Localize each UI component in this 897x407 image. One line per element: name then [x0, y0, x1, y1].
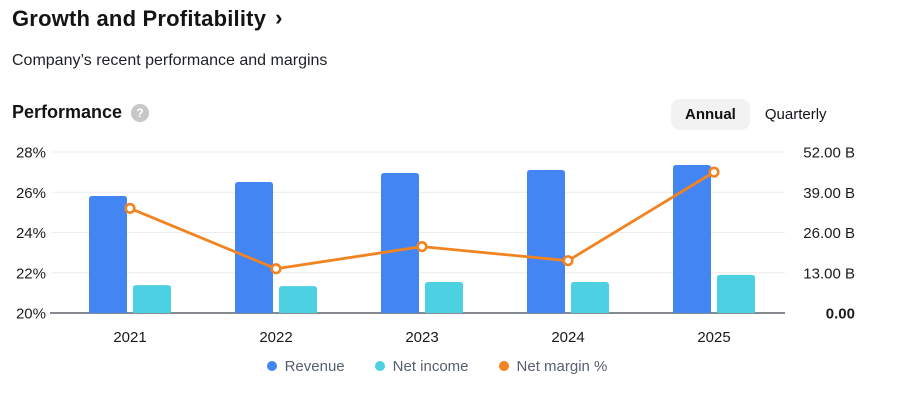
net-income-bar	[279, 286, 317, 313]
section-title: Performance	[12, 102, 123, 122]
net-income-bar	[425, 282, 463, 313]
net-margin-marker	[562, 255, 574, 267]
legend-item-net-income[interactable]: Net income	[374, 357, 469, 375]
net-income-bar	[571, 282, 609, 313]
net-income-bar	[133, 285, 171, 313]
chart-legend: Revenue Net income Net margin %	[0, 355, 874, 377]
legend-item-revenue[interactable]: Revenue	[266, 357, 345, 375]
right-axis-labels: 52.00 B 39.00 B 26.00 B 13.00 B 0.00	[803, 145, 855, 323]
svg-text:24%: 24%	[16, 225, 46, 242]
svg-text:39.00 B: 39.00 B	[803, 185, 855, 202]
net-margin-marker	[708, 166, 720, 178]
left-axis-labels: 28% 26% 24% 22% 20%	[16, 145, 46, 323]
svg-text:22%: 22%	[16, 265, 46, 282]
revenue-bar	[673, 165, 711, 313]
svg-text:26%: 26%	[16, 185, 46, 202]
performance-section-header: Performance ?	[12, 102, 150, 123]
revenue-bars	[89, 165, 711, 313]
quarterly-toggle-button[interactable]: Quarterly	[763, 99, 829, 130]
x-axis-labels: 2021 2022 2023 2024 2025	[113, 329, 730, 346]
revenue-bar	[527, 169, 565, 313]
svg-text:20%: 20%	[16, 306, 46, 323]
svg-text:0.00: 0.00	[826, 306, 855, 323]
chevron-right-icon: ›	[275, 5, 283, 30]
svg-text:2025: 2025	[697, 329, 730, 346]
net-income-bars	[133, 274, 755, 313]
net-margin-markers	[124, 166, 720, 275]
net-margin-marker	[124, 202, 136, 214]
page-title[interactable]: Growth and Profitability ›	[12, 5, 283, 32]
svg-text:2021: 2021	[113, 329, 146, 346]
svg-text:26.00 B: 26.00 B	[803, 225, 855, 242]
revenue-bar	[381, 173, 419, 313]
svg-text:52.00 B: 52.00 B	[803, 145, 855, 162]
revenue-bar	[89, 195, 127, 313]
svg-text:2022: 2022	[259, 329, 292, 346]
svg-text:13.00 B: 13.00 B	[803, 265, 855, 282]
net-margin-line	[128, 170, 716, 271]
net-income-dot-icon	[374, 361, 385, 371]
net-margin-marker	[270, 263, 282, 275]
net-margin-dot-icon	[498, 361, 509, 371]
revenue-dot-icon	[266, 361, 277, 371]
annual-toggle-button[interactable]: Annual	[671, 99, 750, 130]
net-margin-marker	[416, 240, 428, 253]
legend-label-revenue: Revenue	[284, 357, 345, 375]
help-icon[interactable]: ?	[131, 103, 150, 122]
svg-text:28%: 28%	[16, 145, 46, 162]
page-subtitle: Company’s recent performance and margins	[12, 52, 328, 69]
legend-item-net-margin[interactable]: Net margin %	[498, 357, 608, 375]
page-title-text: Growth and Profitability	[12, 6, 267, 31]
period-toggle: Annual Quarterly	[671, 99, 829, 130]
svg-text:2023: 2023	[405, 329, 438, 346]
performance-combo-chart: 28% 26% 24% 22% 20% 52.00 B 39.00 B 26.00 B 13.0…	[16, 145, 855, 347]
svg-text:2024: 2024	[551, 329, 584, 346]
legend-label-net-income: Net income	[392, 357, 469, 375]
net-income-bar	[717, 274, 755, 313]
legend-label-net-margin: Net margin %	[516, 357, 608, 375]
revenue-bar	[235, 182, 273, 313]
